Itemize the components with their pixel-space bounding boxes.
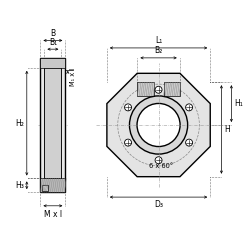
Bar <box>40 58 65 68</box>
Text: H₃: H₃ <box>15 181 24 190</box>
Text: D₃: D₃ <box>154 200 163 209</box>
Circle shape <box>124 104 132 111</box>
Text: B₂: B₂ <box>154 46 163 56</box>
Text: H₂: H₂ <box>15 119 24 128</box>
Circle shape <box>186 139 192 146</box>
Bar <box>40 58 65 192</box>
Text: 6 x 60°: 6 x 60° <box>149 163 173 169</box>
Text: M x l: M x l <box>44 210 62 218</box>
Circle shape <box>124 139 132 146</box>
Circle shape <box>155 157 162 164</box>
Circle shape <box>137 104 180 146</box>
Text: H₁: H₁ <box>234 99 243 108</box>
Circle shape <box>186 104 192 111</box>
Circle shape <box>155 86 162 93</box>
Bar <box>44 68 61 178</box>
Bar <box>42 185 48 191</box>
Text: L₁: L₁ <box>155 36 162 46</box>
Bar <box>40 178 65 192</box>
Text: B: B <box>50 29 56 38</box>
Text: H: H <box>224 125 230 134</box>
Text: B₁: B₁ <box>49 38 57 47</box>
Bar <box>164 82 180 96</box>
Polygon shape <box>107 73 210 177</box>
Text: D₁: D₁ <box>150 132 158 138</box>
Bar <box>138 82 154 96</box>
Text: M₁ x l: M₁ x l <box>70 68 76 86</box>
Circle shape <box>130 96 188 154</box>
